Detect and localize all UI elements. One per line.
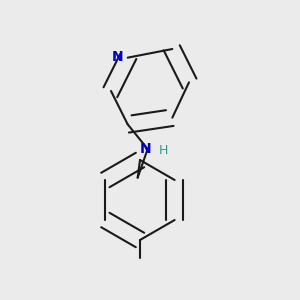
- Text: N: N: [112, 50, 124, 64]
- Text: H: H: [159, 144, 168, 157]
- Text: N: N: [140, 142, 152, 156]
